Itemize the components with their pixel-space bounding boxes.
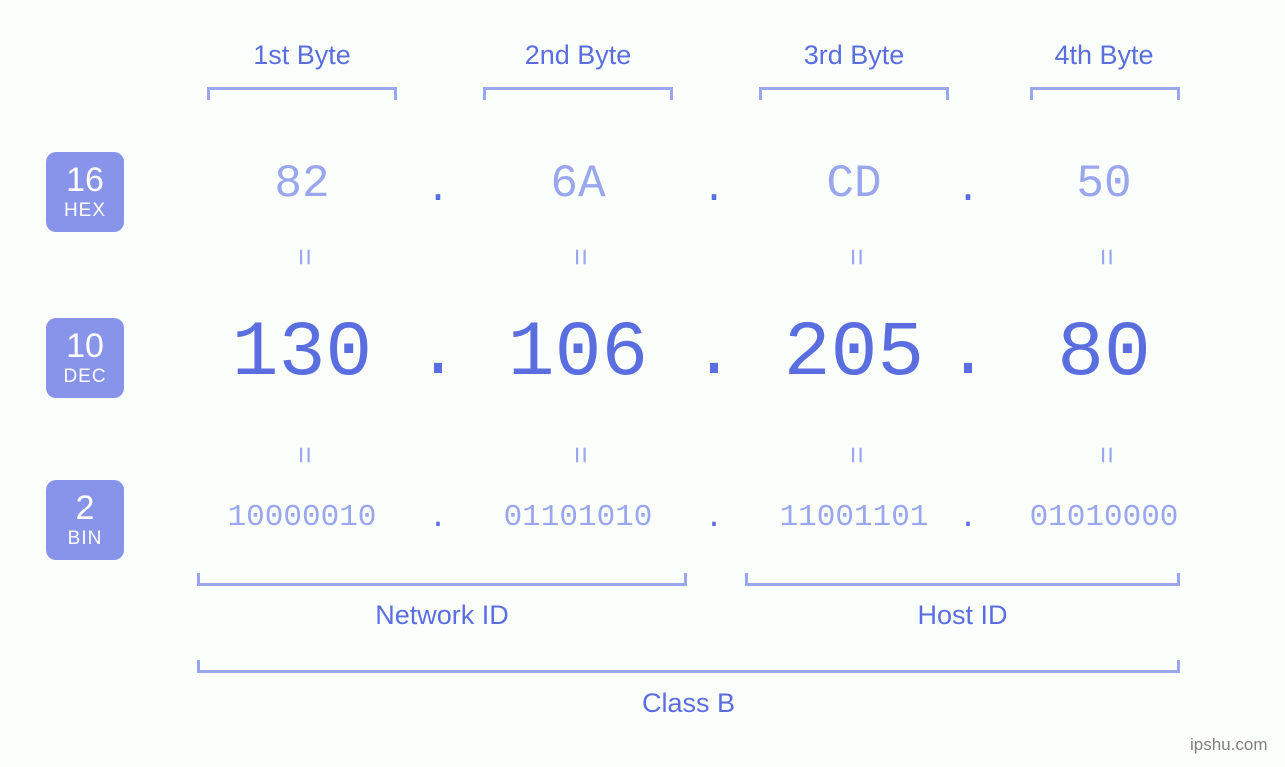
dec-dot-1: . <box>410 316 466 395</box>
byte-bracket-1 <box>207 87 397 100</box>
hex-byte-4: 50 <box>999 158 1209 210</box>
byte-bracket-4 <box>1030 87 1180 100</box>
dec-dot-3: . <box>940 316 996 395</box>
eq-dec-bin-1: = <box>285 435 319 475</box>
host-bracket <box>745 573 1180 586</box>
byte-header-3: 3rd Byte <box>754 40 954 71</box>
network-label: Network ID <box>197 600 687 631</box>
bin-byte-3: 11001101 <box>734 500 974 535</box>
eq-hex-dec-3: = <box>837 237 871 277</box>
watermark: ipshu.com <box>1190 735 1267 755</box>
dec-byte-2: 106 <box>463 310 693 398</box>
eq-dec-bin-4: = <box>1087 435 1121 475</box>
byte-header-4: 4th Byte <box>1004 40 1204 71</box>
eq-hex-dec-2: = <box>561 237 595 277</box>
bin-badge-num: 2 <box>76 491 95 527</box>
hex-badge-label: HEX <box>64 201 106 221</box>
host-label: Host ID <box>745 600 1180 631</box>
byte-header-2: 2nd Byte <box>478 40 678 71</box>
dec-badge-num: 10 <box>66 329 104 365</box>
bin-byte-4: 01010000 <box>984 500 1224 535</box>
bin-dot-2: . <box>696 502 732 536</box>
byte-header-1: 1st Byte <box>202 40 402 71</box>
eq-dec-bin-3: = <box>837 435 871 475</box>
hex-badge: 16 HEX <box>46 152 124 232</box>
hex-dot-3: . <box>950 168 986 213</box>
bin-badge: 2 BIN <box>46 480 124 560</box>
byte-bracket-2 <box>483 87 673 100</box>
dec-byte-3: 205 <box>739 310 969 398</box>
hex-byte-3: CD <box>749 158 959 210</box>
hex-badge-num: 16 <box>66 163 104 199</box>
dec-byte-4: 80 <box>989 310 1219 398</box>
dec-dot-2: . <box>686 316 742 395</box>
bin-byte-1: 10000010 <box>182 500 422 535</box>
dec-badge: 10 DEC <box>46 318 124 398</box>
bin-dot-1: . <box>420 502 456 536</box>
eq-hex-dec-4: = <box>1087 237 1121 277</box>
hex-dot-1: . <box>420 168 456 213</box>
hex-dot-2: . <box>696 168 732 213</box>
class-bracket <box>197 660 1180 673</box>
dec-byte-1: 130 <box>187 310 417 398</box>
eq-dec-bin-2: = <box>561 435 595 475</box>
hex-byte-2: 6A <box>473 158 683 210</box>
hex-byte-1: 82 <box>197 158 407 210</box>
byte-bracket-3 <box>759 87 949 100</box>
network-bracket <box>197 573 687 586</box>
class-label: Class B <box>197 688 1180 719</box>
bin-byte-2: 01101010 <box>458 500 698 535</box>
dec-badge-label: DEC <box>63 367 106 387</box>
bin-dot-3: . <box>950 502 986 536</box>
eq-hex-dec-1: = <box>285 237 319 277</box>
bin-badge-label: BIN <box>68 529 103 549</box>
